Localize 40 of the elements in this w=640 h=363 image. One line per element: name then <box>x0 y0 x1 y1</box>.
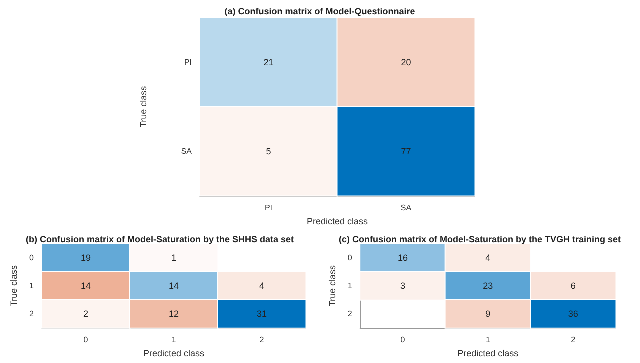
x-tick-label: 1 <box>172 336 177 345</box>
data-label: 16 <box>398 253 408 264</box>
chart-title: (c) Confusion matrix of Model-Saturation by the TVGH training set <box>338 234 622 244</box>
data-label: 19 <box>80 253 92 264</box>
data-label: 2 <box>83 309 89 320</box>
data-label: 3 <box>400 281 406 292</box>
y-tick-label: 0 <box>348 254 353 263</box>
y-axis-title: True class <box>138 86 148 128</box>
data-label: 14 <box>80 281 92 292</box>
x-axis-title: Predicted class <box>306 216 369 226</box>
data-label: 12 <box>168 309 180 320</box>
data-label: 4 <box>486 253 491 264</box>
y-tick-label: 1 <box>348 282 353 291</box>
data-label: 77 <box>401 146 412 156</box>
data-label: 5 <box>266 146 272 156</box>
data-label: 36 <box>568 309 578 320</box>
data-label: 31 <box>256 309 268 320</box>
x-axis-title: Predicted class <box>458 348 520 358</box>
chart-title: (b) Confusion matrix of Model-Saturation by the SHHS data set <box>26 234 294 244</box>
y-tick-label: 2 <box>348 310 353 319</box>
data-label: 21 <box>264 58 274 68</box>
data-label: 14 <box>168 281 180 292</box>
y-axis-title: True class <box>328 264 338 307</box>
data-label: 23 <box>483 281 494 292</box>
x-tick-label: 1 <box>486 336 491 345</box>
y-axis-title: True class <box>9 264 20 307</box>
data-label: 6 <box>570 281 576 292</box>
y-tick-label: 1 <box>30 282 35 291</box>
data-label: 4 <box>259 281 265 292</box>
x-tick-label: 0 <box>400 336 406 345</box>
data-label: 20 <box>401 58 412 68</box>
chart-title: (a) Confusion matrix of Model-Questionnaire <box>224 6 416 16</box>
x-tick-label: 0 <box>84 336 89 345</box>
x-axis-title: Predicted class <box>143 348 206 358</box>
y-tick-label: 0 <box>30 254 35 263</box>
x-tick-label: 2 <box>260 336 265 345</box>
data-label: 9 <box>486 309 491 320</box>
x-tick-label: 2 <box>571 336 576 345</box>
data-label: 1 <box>171 253 177 264</box>
y-tick-label: 2 <box>30 310 35 319</box>
